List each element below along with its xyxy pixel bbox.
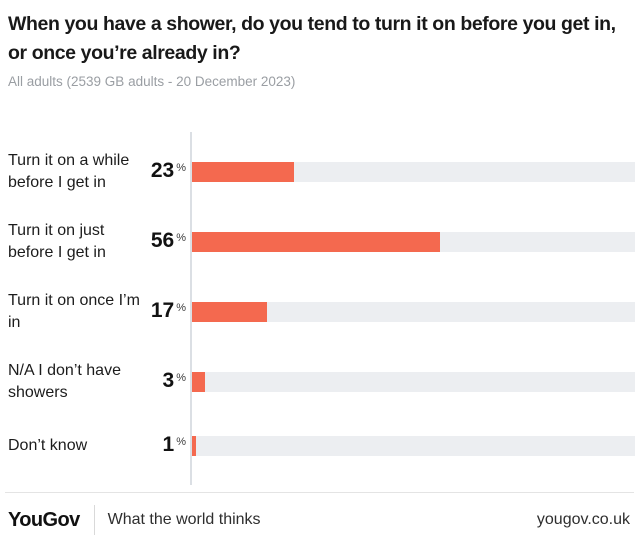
category-label: N/A I don’t have showers	[8, 362, 121, 401]
bar-chart: Turn it on a while before I get in 23% T…	[0, 132, 639, 485]
bar-fill	[192, 302, 268, 322]
bar-area	[192, 162, 635, 182]
value-number: 17	[150, 298, 175, 322]
footer-brand: YouGov What the world thinks	[8, 505, 261, 535]
yougov-logo: YouGov	[8, 508, 80, 531]
category-label: Turn it on once I’m in	[8, 292, 140, 331]
category-label: Turn it on a while before I get in	[8, 152, 130, 191]
value-label: 1%	[146, 434, 186, 459]
percent-sign: %	[176, 371, 186, 384]
header: When you have a shower, do you tend to t…	[0, 0, 639, 90]
bar-fill	[192, 436, 197, 456]
percent-sign: %	[176, 231, 186, 244]
bar-track	[192, 162, 635, 182]
chart-subtitle: All adults (2539 GB adults - 20 December…	[8, 74, 296, 89]
value-number: 23	[150, 158, 175, 182]
bar-area	[192, 372, 635, 392]
bar-area	[192, 232, 635, 252]
chart-row: Turn it on once I’m in 17%	[0, 277, 639, 347]
category-label: Don’t know	[8, 437, 88, 454]
bar-track	[192, 232, 635, 252]
footer: YouGov What the world thinks yougov.co.u…	[8, 505, 630, 535]
chart-row: Don’t know 1%	[0, 417, 639, 475]
bar-fill	[192, 232, 441, 252]
value-label: 17%	[146, 300, 186, 325]
chart-row: Turn it on a while before I get in 23%	[0, 137, 639, 207]
y-axis-line	[190, 132, 192, 485]
chart-row: N/A I don’t have showers 3%	[0, 347, 639, 417]
footer-url: yougov.co.uk	[536, 511, 630, 528]
bar-area	[192, 302, 635, 322]
footer-separator	[93, 505, 95, 535]
value-number: 56	[150, 228, 175, 252]
category-label: Turn it on just before I get in	[8, 222, 106, 261]
bar-track	[192, 436, 635, 456]
bar-fill	[192, 372, 206, 392]
percent-sign: %	[176, 161, 186, 174]
bar-area	[192, 436, 635, 456]
bar-fill	[192, 162, 294, 182]
value-number: 1	[162, 432, 175, 456]
footer-tagline: What the world thinks	[107, 511, 261, 528]
value-label: 56%	[146, 230, 186, 255]
chart-row: Turn it on just before I get in 56%	[0, 207, 639, 277]
footer-divider	[5, 492, 634, 493]
value-label: 23%	[146, 160, 186, 185]
bar-track	[192, 372, 635, 392]
percent-sign: %	[176, 301, 186, 314]
value-label: 3%	[146, 370, 186, 395]
value-number: 3	[162, 368, 175, 392]
percent-sign: %	[176, 435, 186, 448]
chart-title: When you have a shower, do you tend to t…	[8, 13, 616, 64]
bar-track	[192, 302, 635, 322]
